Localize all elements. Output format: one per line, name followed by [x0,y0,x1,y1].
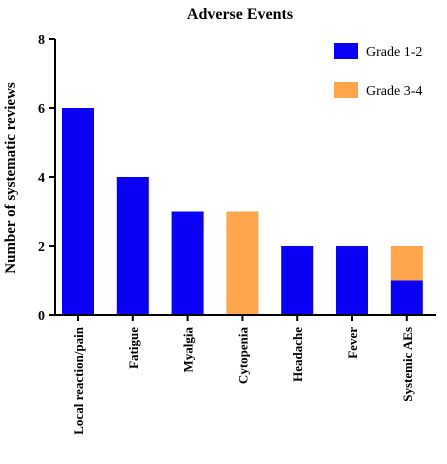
bar-grade-1-2-0 [62,108,94,315]
y-tick-label: 4 [38,171,45,186]
x-category-label: Systemic AEs [400,327,415,402]
legend-label: Grade 1-2 [366,45,422,60]
chart-title: Adverse Events [187,6,293,23]
y-ticks-group: 0 2 4 6 8 [38,33,55,324]
x-category-label: Myalgia [181,327,196,373]
x-category-label: Local reaction/pain [71,326,86,435]
y-axis-label: Number of systematic reviews [3,82,19,274]
y-tick-label: 6 [38,102,45,117]
bar-grade-1-2-6 [390,280,423,315]
bar-grade-1-2-5 [336,246,368,315]
bar-grade-3-4-6 [390,246,423,281]
x-category-label: Cytopenia [235,327,250,385]
legend-label: Grade 3-4 [366,84,422,99]
bar-grade-1-2-1 [116,177,149,315]
legend: Grade 1-2 Grade 3-4 [334,43,422,99]
bars-group [62,108,423,315]
bar-grade-1-2-2 [171,211,204,315]
x-ticks-group: Local reaction/pain Fatigue Myalgia Cytopen… [71,315,415,435]
bar-grade-3-4-3 [226,211,259,315]
x-category-label: Headache [290,327,305,382]
legend-swatch [334,43,358,59]
y-tick-label: 8 [38,33,45,48]
x-category-label: Fatigue [126,327,141,369]
x-category-label: Fever [345,327,360,359]
y-tick-label: 0 [38,309,45,324]
legend-swatch [334,82,358,98]
bar-grade-1-2-4 [281,246,314,315]
y-tick-label: 2 [38,240,45,255]
